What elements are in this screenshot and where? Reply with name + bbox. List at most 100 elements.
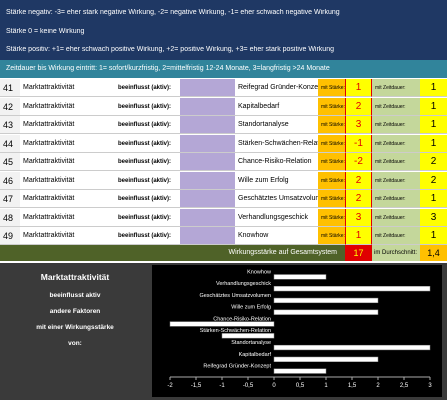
summary-total: 17	[345, 245, 372, 261]
bar	[273, 344, 431, 351]
row-number: 45	[0, 153, 20, 171]
target: Stärken-Schwächen-Relation	[235, 134, 318, 153]
category-label: Verhandlungsgeschick	[216, 281, 271, 287]
x-tick-label: 0	[272, 383, 276, 389]
duration: 1	[420, 190, 447, 208]
panel-title: Marktattraktivität	[40, 272, 110, 282]
bar	[273, 274, 327, 280]
duration: 1	[420, 116, 447, 134]
category-label: Geschätztes Umsatzvolumen	[199, 293, 271, 299]
row-number: 42	[0, 97, 20, 116]
x-tick-label: 1,5	[348, 383, 357, 389]
bar	[273, 368, 327, 374]
header-line: Stärke positiv: +1= eher schwach positiv…	[6, 46, 334, 53]
relation: beeinflusst (aktiv):	[115, 227, 180, 245]
strength: 2	[345, 171, 372, 190]
purple-cell	[180, 153, 235, 171]
row-number: 48	[0, 208, 20, 227]
strength: -1	[345, 134, 372, 153]
strength-label: mit Stärke:	[318, 153, 345, 171]
duration-label: mit Zeitdauer:	[372, 153, 420, 171]
factor: Marktattraktivität	[20, 116, 115, 134]
panel-line: beeinflusst aktiv	[49, 292, 101, 299]
bar	[169, 321, 275, 327]
duration-label: mit Zeitdauer:	[372, 116, 420, 134]
strength-label: mit Stärke:	[318, 171, 345, 190]
factor: Marktattraktivität	[20, 97, 115, 116]
duration-label: mit Zeitdauer:	[372, 134, 420, 153]
category-label: Chance-Risiko-Relation	[213, 316, 271, 322]
strength: 2	[345, 97, 372, 116]
relation: beeinflusst (aktiv):	[115, 79, 180, 97]
factor: Marktattraktivität	[20, 190, 115, 208]
strength: 1	[345, 227, 372, 245]
duration: 2	[420, 171, 447, 190]
purple-cell	[180, 227, 235, 245]
target: Reifegrad Gründer-Konzept	[235, 79, 318, 97]
row-number: 44	[0, 134, 20, 153]
relation: beeinflusst (aktiv):	[115, 153, 180, 171]
duration-label: mit Zeitdauer:	[372, 208, 420, 227]
duration: 3	[420, 208, 447, 227]
bar	[221, 333, 275, 339]
target: Geschätztes Umsatzvolumen	[235, 190, 318, 208]
target: Wille zum Erfolg	[235, 171, 318, 190]
row-number: 47	[0, 190, 20, 208]
relation: beeinflusst (aktiv):	[115, 97, 180, 116]
factor: Marktattraktivität	[20, 208, 115, 227]
summary-label: Wirkungsstärke auf Gesamtsystem	[0, 245, 345, 261]
duration-label: mit Zeitdauer:	[372, 190, 420, 208]
strength: 2	[345, 190, 372, 208]
summary-avg: 1,4	[420, 245, 447, 261]
bar	[273, 356, 379, 362]
bar	[273, 286, 431, 292]
x-tick-label: 3	[428, 383, 432, 389]
factor: Marktattraktivität	[20, 153, 115, 171]
x-tick-label: 1	[324, 383, 328, 389]
strength-label: mit Stärke:	[318, 116, 345, 134]
purple-cell	[180, 208, 235, 227]
factor: Marktattraktivität	[20, 79, 115, 97]
factor: Marktattraktivität	[20, 227, 115, 245]
row-number: 41	[0, 79, 20, 97]
relation: beeinflusst (aktiv):	[115, 171, 180, 190]
x-tick-label: -0,5	[243, 383, 254, 389]
target: Kapitalbedarf	[235, 97, 318, 116]
purple-cell	[180, 97, 235, 116]
header-line: Stärke 0 = keine Wirkung	[6, 28, 85, 35]
purple-cell	[180, 134, 235, 153]
duration: 1	[420, 97, 447, 116]
strength-label: mit Stärke:	[318, 79, 345, 97]
category-label: Kapitalbedarf	[239, 352, 272, 358]
target: Verhandlungsgeschick	[235, 208, 318, 227]
strength-label: mit Stärke:	[318, 227, 345, 245]
duration-label: mit Zeitdauer:	[372, 227, 420, 245]
target: Chance-Risiko-Relation	[235, 153, 318, 171]
category-label: Standortanalyse	[231, 340, 271, 346]
panel-line: von:	[68, 340, 82, 347]
target: Standortanalyse	[235, 116, 318, 134]
relation: beeinflusst (aktiv):	[115, 134, 180, 153]
duration: 1	[420, 134, 447, 153]
strength-label: mit Stärke:	[318, 134, 345, 153]
factor: Marktattraktivität	[20, 134, 115, 153]
relation: beeinflusst (aktiv):	[115, 116, 180, 134]
category-label: Wille zum Erfolg	[231, 305, 271, 311]
header-line: Stärke negativ: -3= eher stark negative …	[6, 9, 340, 16]
purple-cell	[180, 190, 235, 208]
strength: 3	[345, 116, 372, 134]
relation: beeinflusst (aktiv):	[115, 190, 180, 208]
row-number: 46	[0, 171, 20, 190]
summary-avg-label: im Durchschnitt:	[372, 245, 420, 261]
target: Knowhow	[235, 227, 318, 245]
strength-label: mit Stärke:	[318, 97, 345, 116]
panel-line: andere Faktoren	[49, 308, 101, 315]
strength-label: mit Stärke:	[318, 190, 345, 208]
timeline-band: Zeitdauer bis Wirkung eintritt: 1= sofor…	[0, 60, 447, 78]
strength: 3	[345, 208, 372, 227]
bar	[273, 297, 379, 304]
duration: 2	[420, 153, 447, 171]
category-label: Stärken-Schwächen-Relation	[200, 328, 271, 334]
x-tick-label: 2,5	[400, 383, 409, 389]
